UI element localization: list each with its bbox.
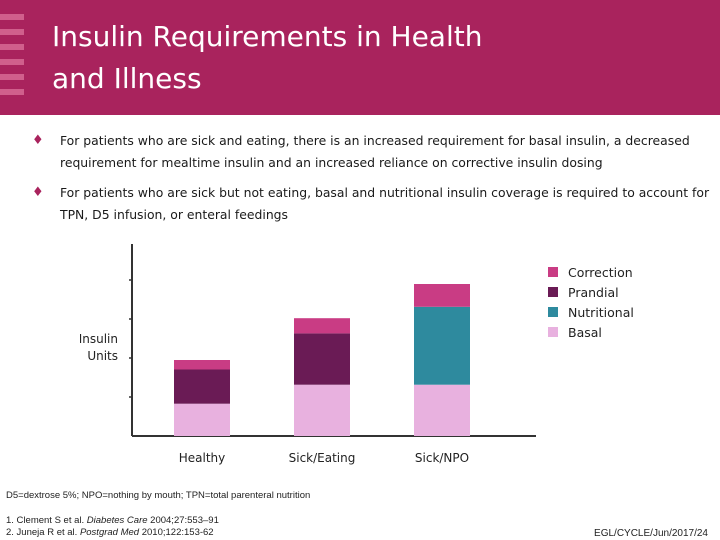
header-stripe [0,89,24,95]
header-bar: Insulin Requirements in Health and Illne… [0,0,720,115]
legend-label: Prandial [568,284,619,300]
reference-journal: Postgrad Med [79,527,140,538]
bar-segment-prandial [294,333,350,385]
legend-item-basal: Basal [548,322,634,342]
legend-swatch [548,267,558,277]
legend-swatch [548,307,558,317]
legend-item-prandial: Prandial [548,282,634,302]
legend-item-correction: Correction [548,262,634,282]
diamond-bullet-icon: ♦ [32,133,44,148]
header-stripe [0,44,24,50]
reference-suffix: 2004;27:553–91 [147,515,219,526]
bullet-item: ♦ For patients who are sick and eating, … [30,130,716,174]
diamond-bullet-icon: ♦ [32,185,44,200]
reference-item: 1. Clement S et al. Diabetes Care 2004;2… [6,515,219,527]
legend-item-nutritional: Nutritional [548,302,634,322]
title-line-1: Insulin Requirements in Health [52,20,483,53]
footnote: D5=dextrose 5%; NPO=nothing by mouth; TP… [6,490,311,501]
legend-swatch [548,327,558,337]
bullet-text: For patients who are sick but not eating… [60,185,710,222]
reference-journal: Diabetes Care [86,515,148,526]
x-tick-label: Healthy [179,451,226,465]
bullet-list: ♦ For patients who are sick and eating, … [30,130,716,234]
page-title: Insulin Requirements in Health and Illne… [52,16,672,100]
bar-segment-correction [294,318,350,334]
y-axis-label: Units [87,349,118,363]
chart-legend: Correction Prandial Nutritional Basal [548,262,634,342]
stacked-bar-chart: Insulin Units Healthy Sick/Eating Sick/NPO [80,244,536,465]
legend-label: Nutritional [568,304,634,320]
header-stripe [0,29,24,35]
bar-segment-basal [294,384,350,436]
legend-label: Correction [568,264,633,280]
reference-suffix: 2010;122:153-62 [139,527,214,538]
title-line-2: and Illness [52,62,202,95]
reference-prefix: 1. Clement S et al. [6,515,87,526]
reference-prefix: 2. Juneja R et al. [6,527,80,538]
header-stripes [0,14,24,104]
x-tick-label: Sick/NPO [415,451,469,465]
bullet-text: For patients who are sick and eating, th… [60,133,690,170]
bar-segment-prandial [174,369,230,404]
reference-item: 2. Juneja R et al. Postgrad Med 2010;122… [6,527,219,539]
legend-label: Basal [568,324,602,340]
bar-segment-nutritional [414,306,470,385]
bullet-item: ♦ For patients who are sick but not eati… [30,182,716,226]
bar-segment-basal [414,384,470,436]
header-stripe [0,59,24,65]
x-tick-label: Sick/Eating [289,451,356,465]
header-stripe [0,74,24,80]
header-stripe [0,14,24,20]
bar-segment-correction [414,284,470,307]
y-axis-label: Insulin [80,332,118,346]
bar-segment-basal [174,403,230,436]
legend-swatch [548,287,558,297]
bar-segment-correction [174,360,230,370]
references: 1. Clement S et al. Diabetes Care 2004;2… [6,515,219,539]
slide-code: EGL/CYCLE/Jun/2017/24 [594,528,708,539]
